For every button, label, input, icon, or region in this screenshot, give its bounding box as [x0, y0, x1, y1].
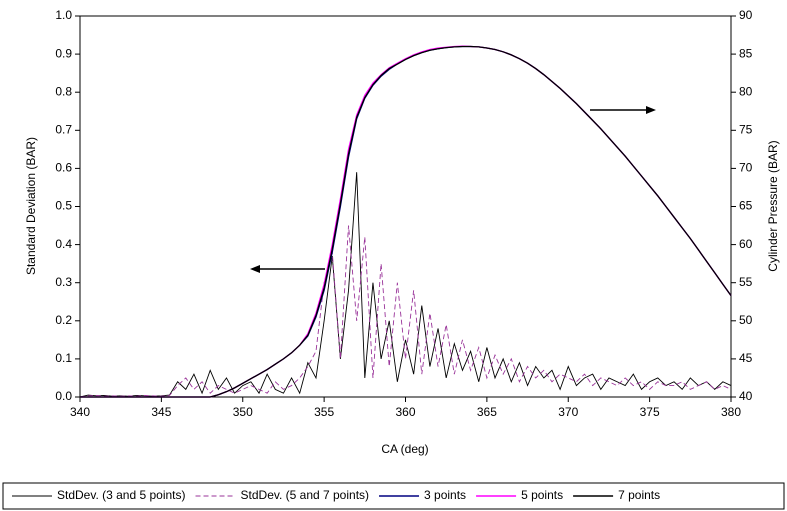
y2-tick-label: 55	[739, 275, 753, 289]
y2-tick-label: 80	[739, 84, 753, 98]
legend-label: StdDev. (3 and 5 points)	[57, 488, 186, 502]
series-line	[79, 172, 732, 398]
legend-label: 3 points	[424, 488, 466, 502]
x-tick-label: 350	[233, 405, 253, 419]
x-tick-label: 370	[558, 405, 578, 419]
y-tick-label: 0.2	[55, 313, 72, 327]
arrow-left	[250, 265, 325, 273]
y2-tick-label: 65	[739, 199, 753, 213]
x-tick-label: 355	[314, 405, 334, 419]
legend-label: 7 points	[618, 488, 660, 502]
y-tick-label: 0.9	[55, 46, 72, 60]
y2-tick-label: 85	[739, 46, 753, 60]
y-tick-label: 1.0	[55, 8, 72, 22]
y-tick-label: 0.8	[55, 84, 72, 98]
x-tick-label: 375	[640, 405, 660, 419]
y2-tick-label: 45	[739, 351, 753, 365]
legend-label: 5 points	[521, 488, 563, 502]
y2-tick-label: 90	[739, 8, 753, 22]
y-axis-label: Standard Deviation (BAR)	[24, 137, 38, 275]
series-line	[80, 45, 732, 398]
x-tick-label: 345	[151, 405, 171, 419]
x-tick-label: 360	[395, 405, 415, 419]
x-tick-label: 340	[70, 405, 90, 419]
y2-axis-label: Cylinder Pressure (BAR)	[766, 140, 780, 271]
x-tick-label: 365	[477, 405, 497, 419]
y-tick-label: 0.3	[55, 275, 72, 289]
series-line	[80, 45, 732, 398]
y2-tick-label: 40	[739, 389, 753, 403]
y-tick-label: 0.7	[55, 122, 72, 136]
y-tick-label: 0.0	[55, 389, 72, 403]
y2-tick-label: 50	[739, 313, 753, 327]
legend-label: StdDev. (5 and 7 points)	[241, 488, 370, 502]
series-line	[79, 225, 732, 398]
arrow-right	[590, 106, 656, 114]
series-line	[80, 45, 732, 398]
y-tick-label: 0.4	[55, 237, 72, 251]
y-tick-label: 0.1	[55, 351, 72, 365]
x-tick-label: 380	[721, 405, 741, 419]
x-axis-label: CA (deg)	[381, 442, 428, 456]
y-tick-label: 0.6	[55, 161, 72, 175]
y2-tick-label: 70	[739, 161, 753, 175]
y2-tick-label: 75	[739, 122, 753, 136]
legend-box	[2, 482, 785, 510]
y2-tick-label: 60	[739, 237, 753, 251]
y-tick-label: 0.5	[55, 199, 72, 213]
